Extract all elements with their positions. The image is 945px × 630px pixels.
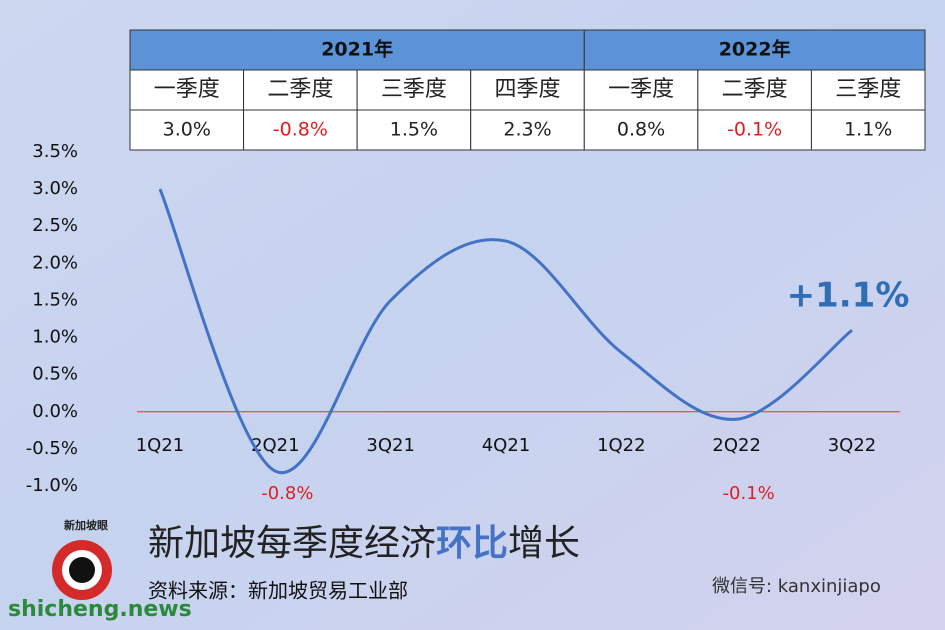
table-value: 1.1% xyxy=(844,119,892,141)
table-cell xyxy=(697,69,812,111)
table-year: 2022年 xyxy=(719,38,791,61)
line xyxy=(158,188,853,475)
plot: -1.0% -0.5% 0.0% 0.5% 1.0% 1.5% 2.0% 2.5% 3.0% 3.… xyxy=(26,141,910,504)
y-tick-label: 3.0% xyxy=(32,178,78,199)
table-cell xyxy=(129,69,245,111)
x-tick-label: 1Q22 xyxy=(597,435,646,456)
y-tick-label: 3.5% xyxy=(32,141,78,162)
y-tick-label: 1.0% xyxy=(32,327,78,348)
table-quarter: 二季度 xyxy=(722,77,788,102)
table-cell xyxy=(810,109,926,151)
table-cell xyxy=(129,109,245,151)
table-value: 2.3% xyxy=(503,119,551,141)
table-value: 0.8% xyxy=(617,119,665,141)
y-tick-label: 2.5% xyxy=(32,215,78,236)
table-value: 1.5% xyxy=(390,119,438,141)
title-part: 增长 xyxy=(508,523,580,564)
title-part: 环比 xyxy=(436,523,508,564)
x-tick-label: 2Q21 xyxy=(251,435,300,456)
y-tick-label: -0.5% xyxy=(26,438,78,459)
x-tick-label: 3Q22 xyxy=(828,435,877,456)
table-year: 2021年 xyxy=(321,38,393,61)
x-tick-label: 4Q21 xyxy=(482,435,531,456)
table-quarter: 二季度 xyxy=(267,77,333,102)
table-cell xyxy=(243,109,358,151)
y-tick-label: 0.5% xyxy=(32,364,78,385)
x-tick-label: 1Q21 xyxy=(136,435,185,456)
table-value: -0.8% xyxy=(273,119,328,141)
table-cell xyxy=(470,109,585,151)
table-quarter: 四季度 xyxy=(494,77,560,102)
data-label: -0.8% xyxy=(261,483,313,504)
x-tick-label: 3Q21 xyxy=(366,435,415,456)
table-cell xyxy=(810,69,926,111)
x-tick-label: 2Q22 xyxy=(712,435,761,456)
table-value: 3.0% xyxy=(163,119,211,141)
chart-title: 新加坡每季度经济环比增长 xyxy=(148,523,580,564)
table-quarter: 三季度 xyxy=(835,77,901,102)
table-quarter: 一季度 xyxy=(608,77,674,102)
y-tick-label: -1.0% xyxy=(26,475,78,496)
table-quarter: 一季度 xyxy=(154,77,220,102)
table-cell xyxy=(583,109,699,151)
wechat-id: 微信号: kanxinjiapo xyxy=(712,576,881,597)
logo-text: 新加坡眼 xyxy=(64,518,108,532)
logo: 新加坡眼 xyxy=(52,518,112,600)
table-header-cell xyxy=(583,29,926,71)
y-tick-label: 2.0% xyxy=(32,252,78,273)
data-label: +1.1% xyxy=(787,276,910,316)
table-header-cell xyxy=(129,29,585,71)
data-label: -0.1% xyxy=(723,483,775,504)
y-tick-label: 0.0% xyxy=(32,401,78,422)
title-part: 新加坡每季度经济 xyxy=(148,523,436,564)
y-tick-label: 1.5% xyxy=(32,289,78,310)
table-cell xyxy=(470,69,585,111)
table-value: -0.1% xyxy=(727,119,782,141)
table-quarter: 三季度 xyxy=(381,77,447,102)
site-watermark: shicheng.news xyxy=(8,597,192,622)
source: 资料来源：新加坡贸易工业部 xyxy=(148,579,408,603)
table-cell xyxy=(697,109,812,151)
